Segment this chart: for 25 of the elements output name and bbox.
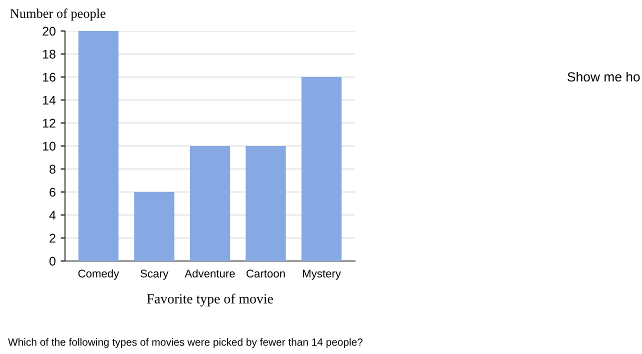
x-tick-label: Scary: [140, 270, 168, 280]
text: Which of the following types of movies were picked by fewer than 14 people?: [8, 338, 363, 348]
bar: [78, 31, 119, 261]
y-tick-label: 2: [50, 234, 56, 243]
bar: [190, 146, 230, 261]
y-tick-label: 18: [43, 50, 56, 59]
y-tick-label: 4: [49, 210, 56, 220]
y-tick-label: 14: [43, 96, 56, 105]
y-tick-label: 20: [42, 26, 56, 36]
y-axis-title: Number of people: [10, 8, 106, 21]
text: Show me ho: [568, 72, 640, 82]
bar: [134, 192, 174, 261]
y-tick-label: 12: [43, 118, 56, 128]
y-tick-label: 10: [43, 142, 56, 151]
x-tick-label: Mystery: [303, 270, 341, 280]
bar: [246, 146, 286, 261]
x-tick-label: Cartoon: [246, 270, 285, 278]
y-tick-label: 8: [50, 164, 56, 174]
y-tick-label: 0: [50, 256, 56, 266]
x-tick-label: Comedy: [78, 269, 120, 280]
y-tick-label: 16: [43, 72, 56, 82]
x-tick-label: Adventure: [184, 269, 235, 278]
x-axis-title: Favorite type of movie: [146, 294, 273, 306]
bar: [301, 77, 342, 261]
y-tick-label: 6: [50, 188, 56, 197]
